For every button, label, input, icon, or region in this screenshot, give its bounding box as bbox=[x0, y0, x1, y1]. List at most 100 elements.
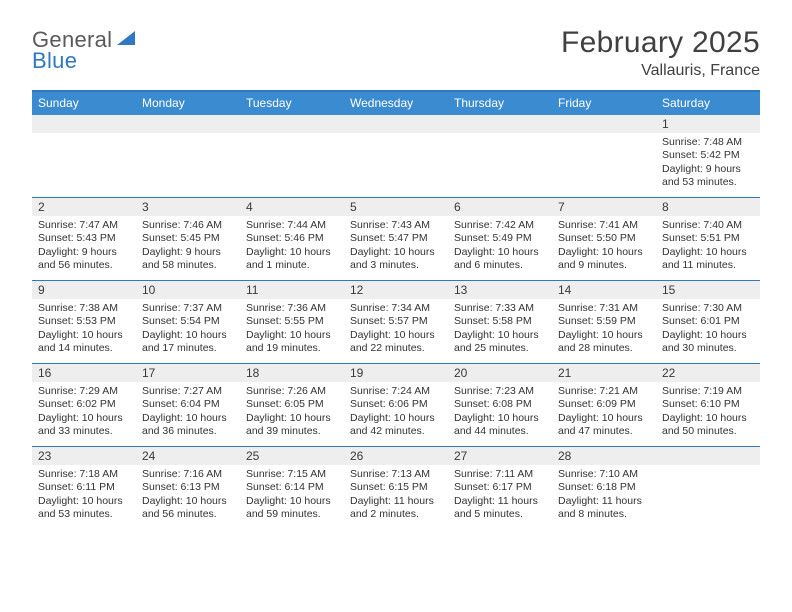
day-info: Sunrise: 7:24 AMSunset: 6:06 PMDaylight:… bbox=[344, 382, 448, 443]
month-title: February 2025 bbox=[561, 26, 760, 60]
week-row: ......1Sunrise: 7:48 AMSunset: 5:42 PMDa… bbox=[32, 115, 760, 197]
day-cell: 24Sunrise: 7:16 AMSunset: 6:13 PMDayligh… bbox=[136, 447, 240, 529]
day-number: 20 bbox=[448, 364, 552, 382]
day-cell: 9Sunrise: 7:38 AMSunset: 5:53 PMDaylight… bbox=[32, 281, 136, 363]
day-cell: 25Sunrise: 7:15 AMSunset: 6:14 PMDayligh… bbox=[240, 447, 344, 529]
day-info: Sunrise: 7:33 AMSunset: 5:58 PMDaylight:… bbox=[448, 299, 552, 360]
day-number: . bbox=[240, 115, 344, 133]
day-cell: 1Sunrise: 7:48 AMSunset: 5:42 PMDaylight… bbox=[656, 115, 760, 197]
day-cell: 14Sunrise: 7:31 AMSunset: 5:59 PMDayligh… bbox=[552, 281, 656, 363]
day-info: Sunrise: 7:36 AMSunset: 5:55 PMDaylight:… bbox=[240, 299, 344, 360]
day-cell: 19Sunrise: 7:24 AMSunset: 6:06 PMDayligh… bbox=[344, 364, 448, 446]
day-info: Sunrise: 7:27 AMSunset: 6:04 PMDaylight:… bbox=[136, 382, 240, 443]
day-cell: 3Sunrise: 7:46 AMSunset: 5:45 PMDaylight… bbox=[136, 198, 240, 280]
day-number: 1 bbox=[656, 115, 760, 133]
day-info: Sunrise: 7:46 AMSunset: 5:45 PMDaylight:… bbox=[136, 216, 240, 277]
day-cell: 20Sunrise: 7:23 AMSunset: 6:08 PMDayligh… bbox=[448, 364, 552, 446]
day-number: . bbox=[552, 115, 656, 133]
day-cell: 17Sunrise: 7:27 AMSunset: 6:04 PMDayligh… bbox=[136, 364, 240, 446]
weekday-fri: Friday bbox=[552, 92, 656, 115]
day-cell: . bbox=[552, 115, 656, 197]
header: General Blue February 2025 Vallauris, Fr… bbox=[32, 26, 760, 80]
day-cell: 11Sunrise: 7:36 AMSunset: 5:55 PMDayligh… bbox=[240, 281, 344, 363]
day-number: 3 bbox=[136, 198, 240, 216]
day-cell: 4Sunrise: 7:44 AMSunset: 5:46 PMDaylight… bbox=[240, 198, 344, 280]
day-number: 23 bbox=[32, 447, 136, 465]
day-info: Sunrise: 7:38 AMSunset: 5:53 PMDaylight:… bbox=[32, 299, 136, 360]
weekday-sun: Sunday bbox=[32, 92, 136, 115]
day-info: Sunrise: 7:26 AMSunset: 6:05 PMDaylight:… bbox=[240, 382, 344, 443]
weekday-row: Sunday Monday Tuesday Wednesday Thursday… bbox=[32, 92, 760, 115]
day-info: Sunrise: 7:21 AMSunset: 6:09 PMDaylight:… bbox=[552, 382, 656, 443]
day-cell: . bbox=[32, 115, 136, 197]
day-info: Sunrise: 7:42 AMSunset: 5:49 PMDaylight:… bbox=[448, 216, 552, 277]
day-number: 9 bbox=[32, 281, 136, 299]
day-number: 11 bbox=[240, 281, 344, 299]
week-row: 9Sunrise: 7:38 AMSunset: 5:53 PMDaylight… bbox=[32, 280, 760, 363]
day-info: Sunrise: 7:13 AMSunset: 6:15 PMDaylight:… bbox=[344, 465, 448, 526]
day-cell: 28Sunrise: 7:10 AMSunset: 6:18 PMDayligh… bbox=[552, 447, 656, 529]
day-cell: . bbox=[344, 115, 448, 197]
day-cell: 2Sunrise: 7:47 AMSunset: 5:43 PMDaylight… bbox=[32, 198, 136, 280]
day-info: Sunrise: 7:34 AMSunset: 5:57 PMDaylight:… bbox=[344, 299, 448, 360]
week-row: 2Sunrise: 7:47 AMSunset: 5:43 PMDaylight… bbox=[32, 197, 760, 280]
day-number: 25 bbox=[240, 447, 344, 465]
day-cell: 15Sunrise: 7:30 AMSunset: 6:01 PMDayligh… bbox=[656, 281, 760, 363]
logo-line2: Blue bbox=[32, 48, 77, 73]
day-cell: 26Sunrise: 7:13 AMSunset: 6:15 PMDayligh… bbox=[344, 447, 448, 529]
day-cell: 16Sunrise: 7:29 AMSunset: 6:02 PMDayligh… bbox=[32, 364, 136, 446]
day-info: Sunrise: 7:30 AMSunset: 6:01 PMDaylight:… bbox=[656, 299, 760, 360]
day-number: 7 bbox=[552, 198, 656, 216]
day-info: Sunrise: 7:41 AMSunset: 5:50 PMDaylight:… bbox=[552, 216, 656, 277]
title-block: February 2025 Vallauris, France bbox=[561, 26, 760, 80]
day-info: Sunrise: 7:19 AMSunset: 6:10 PMDaylight:… bbox=[656, 382, 760, 443]
day-info: Sunrise: 7:18 AMSunset: 6:11 PMDaylight:… bbox=[32, 465, 136, 526]
day-cell: 8Sunrise: 7:40 AMSunset: 5:51 PMDaylight… bbox=[656, 198, 760, 280]
day-number: 4 bbox=[240, 198, 344, 216]
day-number: 8 bbox=[656, 198, 760, 216]
day-info: Sunrise: 7:15 AMSunset: 6:14 PMDaylight:… bbox=[240, 465, 344, 526]
day-number: 16 bbox=[32, 364, 136, 382]
calendar-page: General Blue February 2025 Vallauris, Fr… bbox=[0, 0, 792, 539]
day-number: 26 bbox=[344, 447, 448, 465]
day-info: Sunrise: 7:43 AMSunset: 5:47 PMDaylight:… bbox=[344, 216, 448, 277]
day-cell: 22Sunrise: 7:19 AMSunset: 6:10 PMDayligh… bbox=[656, 364, 760, 446]
weeks-container: ......1Sunrise: 7:48 AMSunset: 5:42 PMDa… bbox=[32, 115, 760, 529]
day-cell: 6Sunrise: 7:42 AMSunset: 5:49 PMDaylight… bbox=[448, 198, 552, 280]
day-cell: 10Sunrise: 7:37 AMSunset: 5:54 PMDayligh… bbox=[136, 281, 240, 363]
day-info: Sunrise: 7:31 AMSunset: 5:59 PMDaylight:… bbox=[552, 299, 656, 360]
day-number: 10 bbox=[136, 281, 240, 299]
day-info: Sunrise: 7:48 AMSunset: 5:42 PMDaylight:… bbox=[656, 133, 760, 194]
day-number: . bbox=[32, 115, 136, 133]
weekday-mon: Monday bbox=[136, 92, 240, 115]
weekday-wed: Wednesday bbox=[344, 92, 448, 115]
day-cell: 5Sunrise: 7:43 AMSunset: 5:47 PMDaylight… bbox=[344, 198, 448, 280]
day-number: 18 bbox=[240, 364, 344, 382]
day-info: Sunrise: 7:23 AMSunset: 6:08 PMDaylight:… bbox=[448, 382, 552, 443]
day-number: 24 bbox=[136, 447, 240, 465]
week-row: 23Sunrise: 7:18 AMSunset: 6:11 PMDayligh… bbox=[32, 446, 760, 529]
day-cell: 12Sunrise: 7:34 AMSunset: 5:57 PMDayligh… bbox=[344, 281, 448, 363]
day-number: 28 bbox=[552, 447, 656, 465]
day-cell: . bbox=[448, 115, 552, 197]
day-number: 19 bbox=[344, 364, 448, 382]
day-info: Sunrise: 7:37 AMSunset: 5:54 PMDaylight:… bbox=[136, 299, 240, 360]
day-number: 2 bbox=[32, 198, 136, 216]
day-number: 5 bbox=[344, 198, 448, 216]
day-number: 13 bbox=[448, 281, 552, 299]
day-info: Sunrise: 7:44 AMSunset: 5:46 PMDaylight:… bbox=[240, 216, 344, 277]
weekday-thu: Thursday bbox=[448, 92, 552, 115]
day-number: 6 bbox=[448, 198, 552, 216]
logo: General Blue bbox=[32, 26, 135, 72]
day-number: . bbox=[136, 115, 240, 133]
day-cell: 7Sunrise: 7:41 AMSunset: 5:50 PMDaylight… bbox=[552, 198, 656, 280]
day-number: 12 bbox=[344, 281, 448, 299]
day-number: 21 bbox=[552, 364, 656, 382]
day-cell: . bbox=[136, 115, 240, 197]
day-info: Sunrise: 7:10 AMSunset: 6:18 PMDaylight:… bbox=[552, 465, 656, 526]
calendar: Sunday Monday Tuesday Wednesday Thursday… bbox=[32, 90, 760, 529]
day-cell: 13Sunrise: 7:33 AMSunset: 5:58 PMDayligh… bbox=[448, 281, 552, 363]
day-cell: 23Sunrise: 7:18 AMSunset: 6:11 PMDayligh… bbox=[32, 447, 136, 529]
triangle-icon bbox=[117, 31, 135, 45]
day-number: . bbox=[344, 115, 448, 133]
